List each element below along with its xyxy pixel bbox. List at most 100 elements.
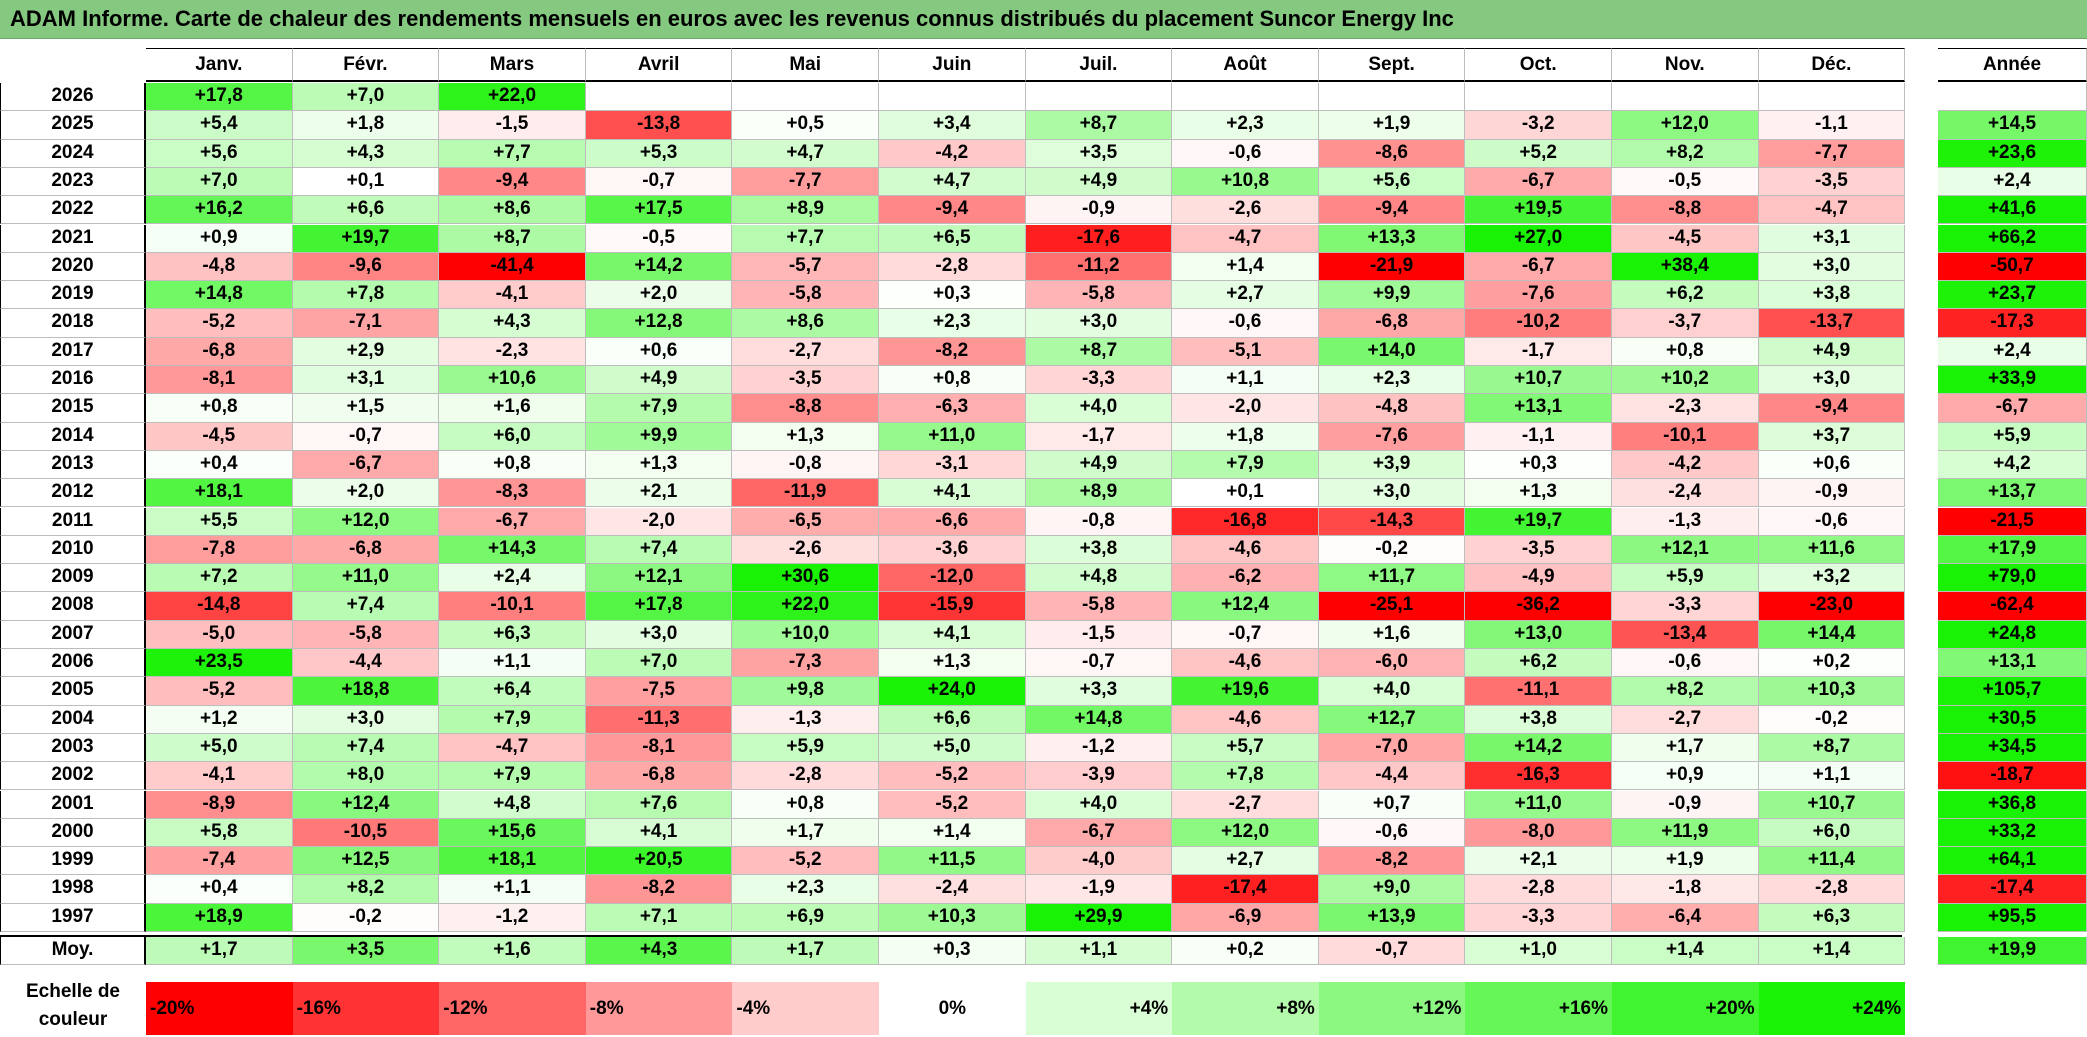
heatmap-cell: -8,0	[1465, 818, 1612, 848]
heatmap-cell: -11,2	[1025, 252, 1173, 282]
year-label: 1999	[0, 847, 146, 876]
heatmap-cell: +0,6	[585, 337, 733, 366]
heatmap-cell: -1,3	[732, 705, 879, 734]
heatmap-cell: -8,3	[439, 479, 586, 508]
heatmap-cell: +14,0	[1318, 337, 1466, 366]
month-header: Févr.	[292, 48, 440, 82]
average-cell: +1,7	[732, 937, 879, 965]
heatmap-cell: +2,1	[1465, 847, 1612, 876]
heatmap-cell: +1,4	[879, 818, 1026, 848]
color-scale-stop: 0%	[879, 982, 1026, 1035]
heatmap-cell: -4,7	[1758, 196, 1906, 225]
heatmap-cell: +19,7	[292, 224, 440, 253]
heatmap-cell: +0,9	[1612, 762, 1759, 791]
heatmap-cell: +5,9	[1612, 564, 1759, 593]
heatmap-cell: -0,2	[292, 903, 440, 932]
annual-cell: +4,2	[1938, 450, 2087, 480]
heatmap-cell: +6,2	[1465, 649, 1612, 678]
heatmap-cell: +2,7	[1172, 281, 1319, 310]
heatmap-cell: -4,2	[879, 139, 1026, 168]
heatmap-cell: +6,6	[879, 705, 1026, 734]
heatmap-cell: -4,8	[1318, 394, 1466, 423]
heatmap-cell: -4,1	[146, 762, 293, 791]
heatmap-cell: +5,7	[1172, 733, 1319, 763]
heatmap-cell: -6,0	[1318, 649, 1466, 678]
heatmap-cell: -36,2	[1465, 592, 1612, 621]
heatmap-cell: +6,9	[732, 903, 879, 932]
heatmap-cell: +11,5	[879, 847, 1026, 876]
heatmap-cell: +3,8	[1025, 535, 1173, 565]
heatmap-cell: +2,1	[585, 479, 733, 508]
heatmap-cell: -2,6	[1172, 196, 1319, 225]
heatmap-cell: +23,5	[146, 649, 293, 678]
heatmap-cell: +18,1	[146, 479, 293, 508]
heatmap-cell: +0,8	[146, 394, 293, 423]
annual-cell	[1938, 83, 2087, 112]
month-header: Juil.	[1025, 48, 1173, 82]
heatmap-cell: +6,0	[439, 422, 586, 451]
heatmap-cell: +3,5	[1025, 139, 1173, 168]
heatmap-cell: +20,5	[585, 847, 733, 876]
heatmap-cell: +4,9	[1758, 337, 1906, 366]
year-label: 2015	[0, 394, 146, 423]
heatmap-cell: -25,1	[1318, 592, 1466, 621]
heatmap-cell: -17,4	[1172, 875, 1319, 904]
heatmap-cell: -1,7	[1465, 337, 1612, 366]
annual-cell: +23,7	[1938, 281, 2087, 310]
color-scale-stop: -20%	[146, 982, 293, 1035]
color-scale-stop: -4%	[732, 982, 879, 1035]
heatmap-cell: +10,6	[439, 366, 586, 395]
heatmap-cell: -16,8	[1172, 507, 1319, 536]
annual-cell: -17,3	[1938, 309, 2087, 338]
heatmap-cell: +7,8	[292, 281, 440, 310]
heatmap-cell: -8,1	[585, 733, 733, 763]
heatmap-cell: +1,3	[879, 649, 1026, 678]
month-header: Mars	[439, 48, 586, 82]
color-scale-stop: +20%	[1612, 982, 1759, 1035]
heatmap-cell: +4,0	[1025, 394, 1173, 423]
heatmap-cell: +9,8	[732, 677, 879, 706]
heatmap-cell: +7,4	[292, 733, 440, 763]
heatmap-cell: +3,0	[1318, 479, 1466, 508]
heatmap-cell: -5,8	[1025, 281, 1173, 310]
annual-cell: +41,6	[1938, 196, 2087, 225]
color-scale-stop: -16%	[292, 982, 440, 1035]
average-cell: +1,1	[1025, 937, 1173, 965]
heatmap-cell: -14,3	[1318, 507, 1466, 536]
heatmap-cell: -5,2	[732, 847, 879, 876]
year-label: 2006	[0, 649, 146, 678]
heatmap-cell: -7,0	[1318, 733, 1466, 763]
heatmap-cell: +14,3	[439, 535, 586, 565]
heatmap-cell	[879, 83, 1026, 112]
heatmap-cell: -4,8	[146, 252, 293, 282]
heatmap-cell: +0,9	[146, 224, 293, 253]
heatmap-cell: -4,1	[439, 281, 586, 310]
heatmap-cell: +7,9	[439, 705, 586, 734]
annual-cell: +14,5	[1938, 111, 2087, 140]
heatmap-cell: +1,8	[1172, 422, 1319, 451]
heatmap-cell: -8,1	[146, 366, 293, 395]
heatmap-cell: +11,7	[1318, 564, 1466, 593]
annual-cell: +5,9	[1938, 422, 2087, 451]
heatmap-cell: +3,0	[292, 705, 440, 734]
annual-cell: +30,5	[1938, 705, 2087, 734]
heatmap-cell: +7,9	[439, 762, 586, 791]
heatmap-cell: +0,3	[879, 281, 1026, 310]
heatmap-cell: +1,5	[292, 394, 440, 423]
heatmap-cell: -0,7	[585, 167, 733, 197]
heatmap-cell: +1,4	[1172, 252, 1319, 282]
year-label: 2024	[0, 139, 146, 168]
heatmap-cell: +12,4	[1172, 592, 1319, 621]
heatmap-cell: -2,3	[439, 337, 586, 366]
heatmap-cell: +15,6	[439, 818, 586, 848]
heatmap-cell: -1,9	[1025, 875, 1173, 904]
heatmap-cell: +9,0	[1318, 875, 1466, 904]
heatmap-cell: +12,4	[292, 790, 440, 819]
heatmap-cell: +3,8	[1758, 281, 1906, 310]
heatmap-cell: -6,2	[1172, 564, 1319, 593]
heatmap-cell: +9,9	[585, 422, 733, 451]
heatmap-cell: -2,8	[879, 252, 1026, 282]
heatmap-cell: -6,3	[879, 394, 1026, 423]
average-cell: +3,5	[292, 937, 440, 965]
month-header: Août	[1172, 48, 1319, 82]
